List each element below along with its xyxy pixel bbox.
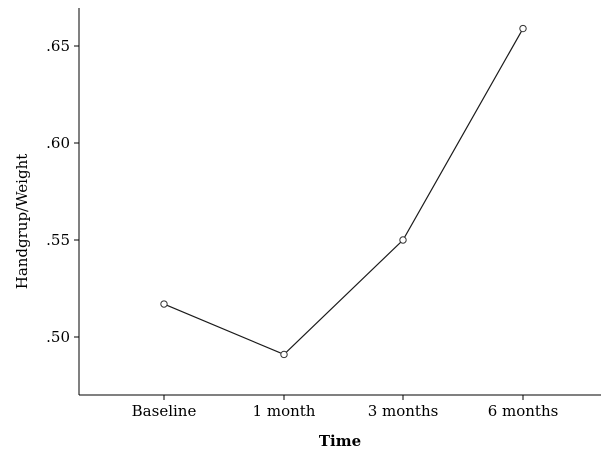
data-point [519,24,527,33]
series-layer [160,24,527,359]
y-tick-label: .50 [46,328,70,346]
x-ticks: Baseline 1 month 3 months 6 months [132,395,559,420]
x-tick-label: 6 months [488,402,559,420]
data-point [280,350,288,359]
y-tick-label: .55 [46,231,70,249]
series-line [163,28,524,356]
data-point [399,236,407,244]
y-tick-label: .65 [46,37,70,55]
y-ticks: .50 .55 .60 .65 [46,37,79,346]
x-tick-label: 3 months [368,402,439,420]
data-point [160,300,168,308]
axes [78,8,601,396]
x-tick-label: Baseline [132,402,197,420]
x-axis-title: Time [319,432,361,450]
y-axis-title: Handgrup/Weight [13,154,31,290]
x-tick-label: 1 month [253,402,316,420]
y-tick-label: .60 [46,134,70,152]
